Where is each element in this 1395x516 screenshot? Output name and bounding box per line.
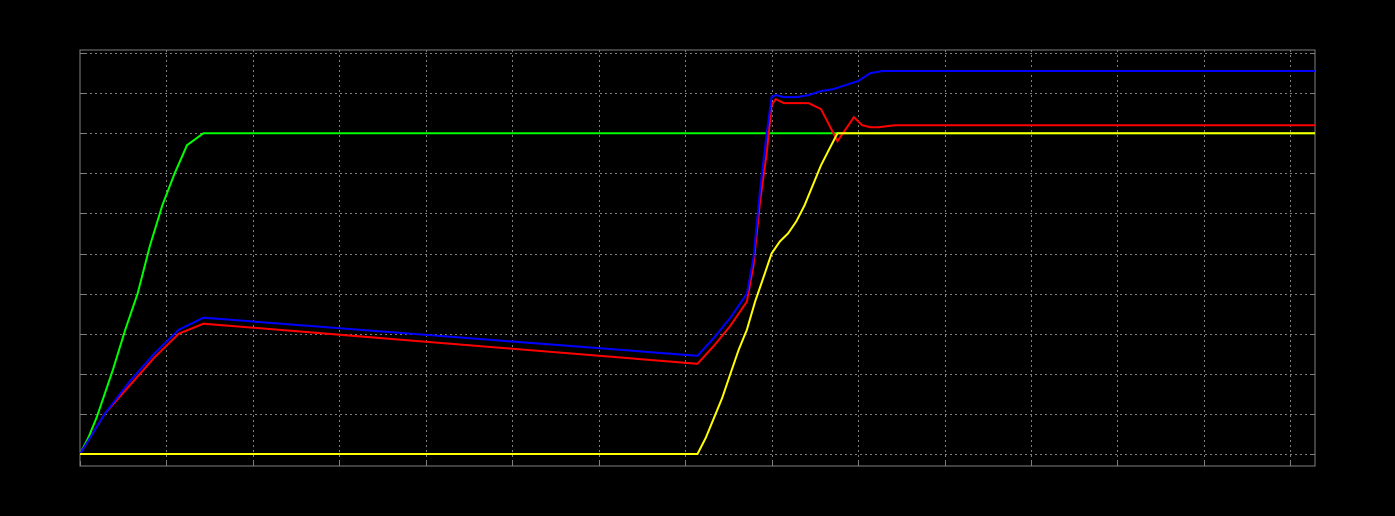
series-line-4 (80, 132, 1315, 455)
grid-lines (80, 50, 1315, 466)
series-line-1 (79, 132, 1315, 455)
series-line-3 (79, 70, 1315, 455)
axis-ticks (80, 53, 1315, 466)
series-line-2 (79, 97, 1315, 455)
series-lines (79, 70, 1315, 455)
plot-frame (79, 49, 1316, 467)
